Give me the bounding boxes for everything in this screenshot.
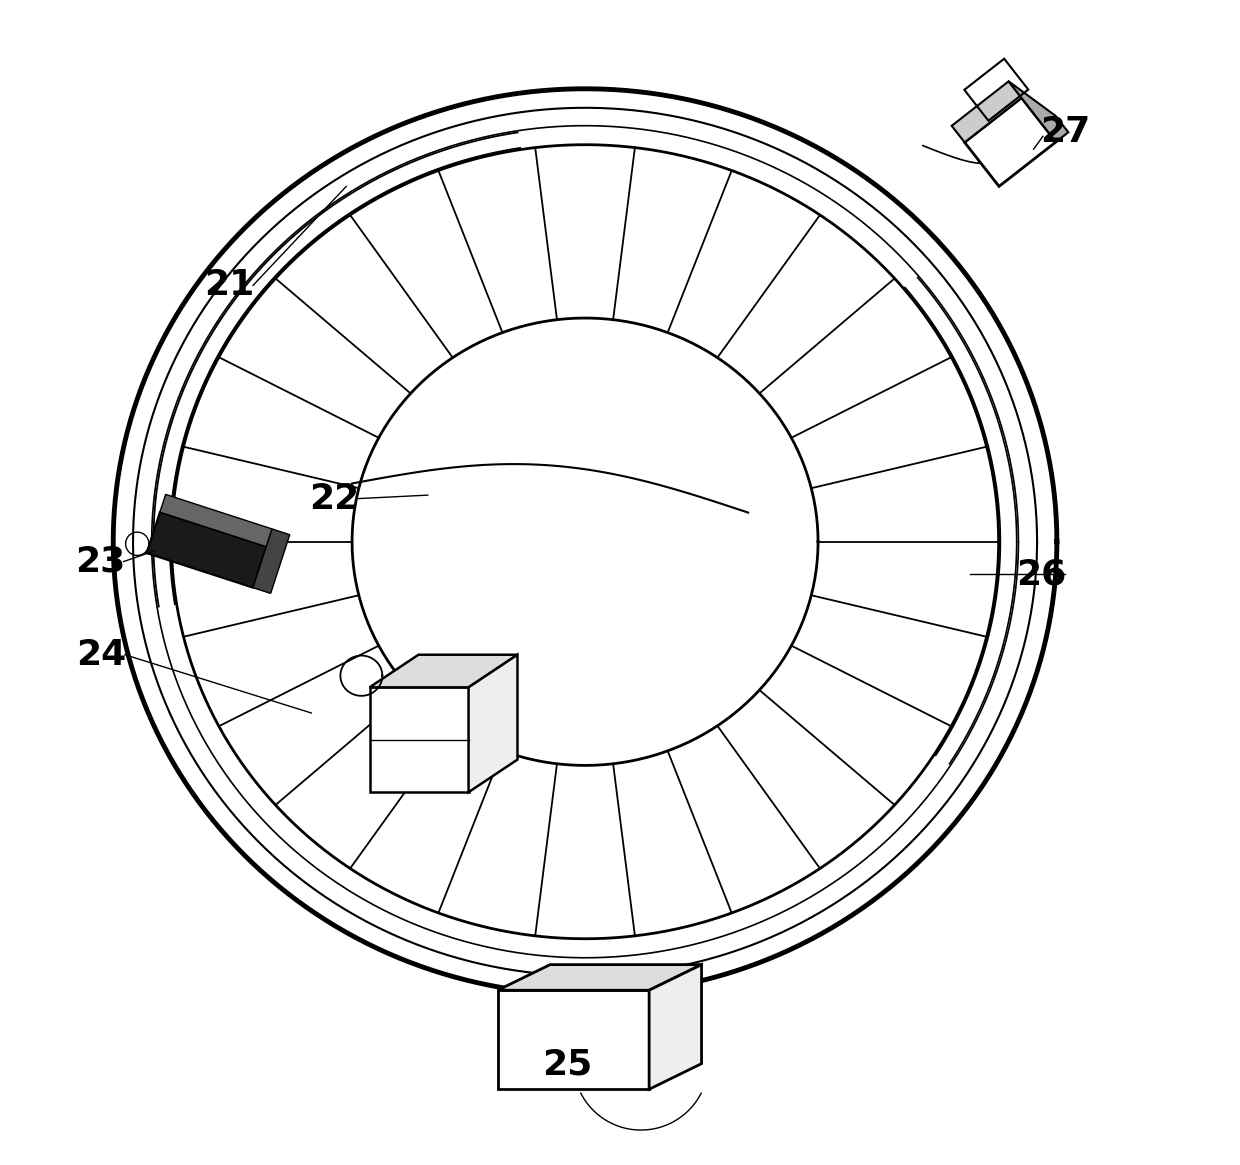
Polygon shape (352, 318, 818, 765)
Text: 27: 27 (1040, 114, 1090, 149)
Polygon shape (146, 513, 267, 587)
Polygon shape (649, 965, 702, 1089)
Polygon shape (253, 529, 290, 593)
Polygon shape (160, 494, 272, 546)
Polygon shape (370, 655, 517, 687)
Polygon shape (469, 655, 517, 792)
Polygon shape (1008, 82, 1069, 142)
Polygon shape (497, 990, 649, 1089)
Text: 21: 21 (205, 268, 255, 303)
Text: 24: 24 (77, 637, 126, 672)
Polygon shape (951, 82, 1022, 142)
Text: 25: 25 (542, 1047, 593, 1082)
Polygon shape (497, 965, 702, 990)
Polygon shape (965, 98, 1056, 186)
Text: 26: 26 (1017, 557, 1066, 592)
Text: 23: 23 (76, 544, 125, 579)
Polygon shape (370, 687, 469, 792)
Text: 22: 22 (310, 481, 360, 516)
